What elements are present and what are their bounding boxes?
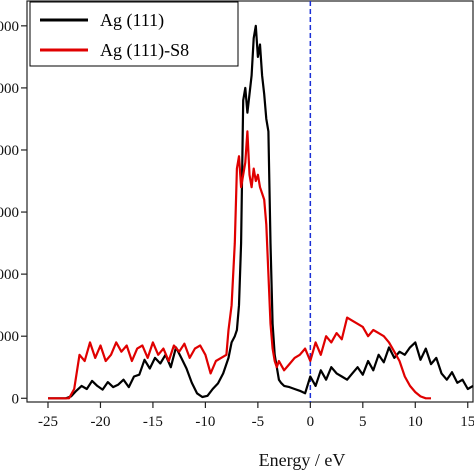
legend: Ag (111) Ag (111)-S8 [29, 1, 239, 67]
x-tick-label: -5 [252, 414, 265, 430]
x-tick-label: -10 [195, 414, 215, 430]
plot-frame [26, 0, 474, 403]
x-tick-label: 10 [408, 414, 423, 430]
x-tick-label: -25 [38, 414, 58, 430]
y-tick-label: 000 [0, 267, 19, 283]
y-tick-label: 0 [12, 391, 20, 407]
legend-label-ag111: Ag (111) [100, 10, 164, 31]
y-tick-label: 000 [0, 329, 19, 345]
y-tick-label: 000 [0, 205, 19, 221]
x-tick-label: -20 [90, 414, 110, 430]
y-tick-label: 000 [0, 81, 19, 97]
y-tick-label: 000 [0, 143, 19, 159]
x-tick-label: 5 [359, 414, 367, 430]
legend-label-ag111-s8: Ag (111)-S8 [100, 40, 189, 61]
series-line-1 [48, 130, 431, 400]
series-layer [48, 24, 474, 400]
series-line-0 [48, 24, 474, 400]
x-tick-label: 15 [460, 414, 474, 430]
x-tick-label: 0 [307, 414, 315, 430]
y-tick-label: 000 [0, 19, 19, 35]
x-axis-title: Energy / eV [259, 450, 346, 470]
x-axis-ticks: -25 -20 -15 -10 -5 0 5 10 15 [38, 402, 474, 430]
x-tick-label: -15 [143, 414, 163, 430]
legend-box [29, 1, 239, 67]
